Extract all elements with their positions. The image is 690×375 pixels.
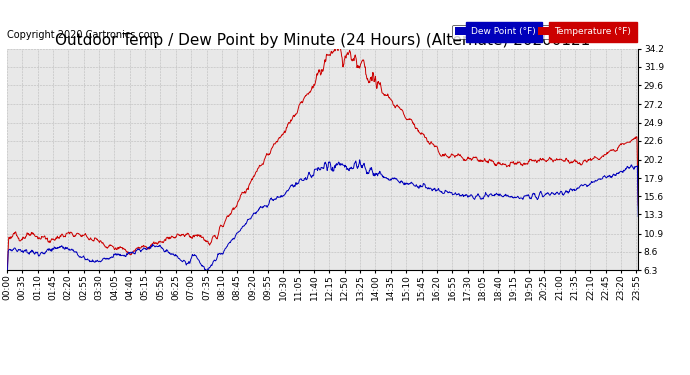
- Title: Outdoor Temp / Dew Point by Minute (24 Hours) (Alternate) 20200121: Outdoor Temp / Dew Point by Minute (24 H…: [55, 33, 590, 48]
- Legend: Dew Point (°F), Temperature (°F): Dew Point (°F), Temperature (°F): [453, 24, 633, 39]
- Text: Copyright 2020 Cartronics.com: Copyright 2020 Cartronics.com: [7, 30, 159, 40]
